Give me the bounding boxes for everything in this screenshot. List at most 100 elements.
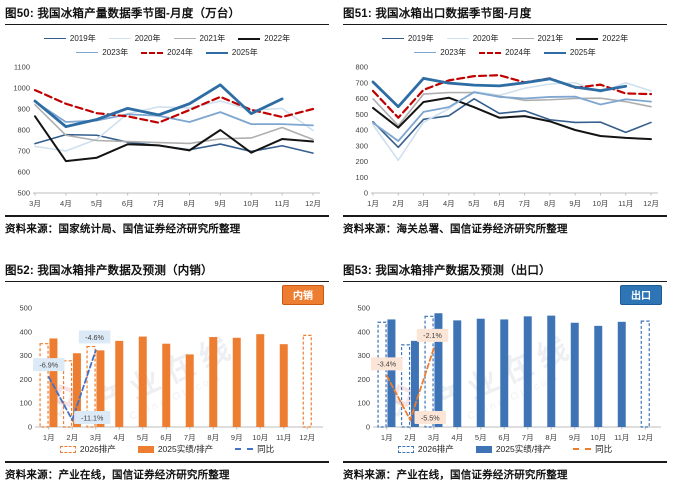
svg-text:3月: 3月 bbox=[29, 199, 41, 208]
dashed-bar-swatch-icon bbox=[397, 445, 414, 453]
legend-label: 2023年 bbox=[440, 48, 467, 57]
line-swatch-icon bbox=[381, 38, 404, 39]
svg-text:-4.6%: -4.6% bbox=[85, 333, 104, 342]
svg-text:7月: 7月 bbox=[519, 199, 531, 208]
legend-label: 2025实绩/排产 bbox=[495, 444, 552, 454]
svg-text:0: 0 bbox=[28, 423, 32, 432]
legend-item: 2020年 bbox=[446, 33, 499, 44]
line-swatch-icon bbox=[543, 51, 566, 54]
svg-text:0: 0 bbox=[366, 423, 370, 432]
figure-50: 图50: 我国冰箱产量数据季节图-月度（万台） 2019年 2020年 2021年 2… bbox=[5, 3, 329, 236]
svg-text:3月: 3月 bbox=[90, 433, 102, 442]
svg-text:9月: 9月 bbox=[569, 199, 581, 208]
svg-text:700: 700 bbox=[355, 78, 368, 87]
line-swatch-icon bbox=[238, 37, 261, 40]
line-swatch-icon bbox=[479, 51, 502, 54]
figure-51-line-chart: 0 100 200 300 400 500 600 700 800 1月 2月 3月 4月 5月 6月 7月 8… bbox=[343, 60, 667, 209]
export-badge: 出口 bbox=[620, 285, 662, 305]
svg-text:300: 300 bbox=[19, 351, 32, 360]
figure-52-body: 内销 产业在线 ChinaIOL.com 0 100 200 300 400 500 1月 2… bbox=[5, 282, 329, 457]
svg-text:8月: 8月 bbox=[207, 433, 219, 442]
svg-text:3月: 3月 bbox=[418, 199, 430, 208]
chart-canvas: 500 600 700 800 900 1000 1100 3月 4月 5月 6月 7月 8月 9月 10月… bbox=[13, 63, 321, 209]
svg-text:10月: 10月 bbox=[252, 433, 268, 442]
svg-text:10月: 10月 bbox=[243, 199, 259, 208]
figure-51-divider bbox=[343, 215, 667, 217]
legend-label: 2026排产 bbox=[417, 444, 454, 454]
svg-text:10月: 10月 bbox=[593, 199, 609, 208]
svg-text:8月: 8月 bbox=[545, 433, 557, 442]
legend-item: 2025实绩/排产 bbox=[475, 443, 552, 455]
figure-53-title: 图53: 我国冰箱排产数据及预测（出口） bbox=[343, 260, 667, 282]
legend-label: 2025年 bbox=[569, 48, 596, 57]
svg-text:1000: 1000 bbox=[13, 84, 30, 93]
figure-50-body: 2019年 2020年 2021年 2022年 2023年 2024年 2025年 500 6… bbox=[5, 25, 329, 208]
svg-text:300: 300 bbox=[357, 351, 370, 360]
svg-text:1月: 1月 bbox=[367, 199, 379, 208]
svg-text:8月: 8月 bbox=[184, 199, 196, 208]
line-swatch-icon bbox=[108, 38, 131, 39]
legend-label: 2021年 bbox=[199, 34, 226, 43]
figure-50-line-chart: 500 600 700 800 900 1000 1100 3月 4月 5月 6月 7月 8月 9月 10月… bbox=[5, 60, 329, 209]
svg-text:800: 800 bbox=[17, 126, 30, 135]
svg-text:600: 600 bbox=[17, 168, 30, 177]
legend-item: 2020年 bbox=[108, 33, 161, 44]
svg-text:400: 400 bbox=[19, 327, 32, 336]
svg-text:11月: 11月 bbox=[274, 199, 289, 208]
legend-label: 2024年 bbox=[505, 48, 531, 57]
line-swatch-icon bbox=[43, 38, 66, 39]
svg-text:700: 700 bbox=[17, 147, 30, 156]
svg-text:9月: 9月 bbox=[214, 199, 226, 208]
svg-text:5月: 5月 bbox=[137, 433, 149, 442]
svg-text:4月: 4月 bbox=[60, 199, 72, 208]
svg-text:500: 500 bbox=[355, 110, 368, 119]
svg-text:3月: 3月 bbox=[428, 433, 440, 442]
figure-51-body: 2019年 2020年 2021年 2022年 2023年 2024年 2025年 0 100… bbox=[343, 25, 667, 208]
figure-53-body: 出口 产业在线 ChinaIOL.com 0 100 200 300 400 500 1月 2… bbox=[343, 282, 667, 457]
legend-item: 2019年 bbox=[381, 33, 434, 44]
legend-label: 2026排产 bbox=[79, 444, 116, 454]
figure-53-bar-chart: 0 100 200 300 400 500 1月 2月 3月 4月 5月 6月 7月 8月 9月 10月 11月… bbox=[343, 284, 667, 442]
svg-text:5月: 5月 bbox=[91, 199, 103, 208]
svg-text:900: 900 bbox=[17, 105, 30, 114]
figure-51: 图51: 我国冰箱出口数据季节图-月度 2019年 2020年 2021年 2022年… bbox=[343, 3, 667, 236]
figure-50-title: 图50: 我国冰箱产量数据季节图-月度（万台） bbox=[5, 3, 329, 25]
svg-text:200: 200 bbox=[19, 375, 32, 384]
figure-50-divider bbox=[5, 215, 329, 217]
figure-51-title: 图51: 我国冰箱出口数据季节图-月度 bbox=[343, 3, 667, 25]
svg-text:-11.1%: -11.1% bbox=[81, 413, 104, 422]
figure-53-source: 资料来源：产业在线，国信证券经济研究所整理 bbox=[343, 469, 568, 481]
svg-text:500: 500 bbox=[357, 304, 370, 313]
legend-item: 2021年 bbox=[511, 33, 563, 44]
legend-label: 2022年 bbox=[602, 34, 629, 43]
svg-text:4月: 4月 bbox=[113, 433, 125, 442]
svg-text:9月: 9月 bbox=[231, 433, 243, 442]
svg-text:400: 400 bbox=[357, 327, 370, 336]
line-swatch-icon bbox=[511, 38, 534, 39]
svg-text:4月: 4月 bbox=[451, 433, 463, 442]
svg-text:4月: 4月 bbox=[443, 199, 455, 208]
svg-text:12月: 12月 bbox=[637, 433, 653, 442]
svg-text:6月: 6月 bbox=[160, 433, 172, 442]
figure-grid: 图50: 我国冰箱产量数据季节图-月度（万台） 2019年 2020年 2021年 2… bbox=[5, 3, 667, 482]
svg-text:2月: 2月 bbox=[66, 433, 78, 442]
svg-text:200: 200 bbox=[357, 375, 370, 384]
svg-text:500: 500 bbox=[19, 304, 32, 313]
legend-item: 同比 bbox=[573, 443, 612, 455]
svg-text:7月: 7月 bbox=[184, 433, 196, 442]
figure-52-legend: 2026排产 2025实绩/排产 同比 bbox=[5, 442, 329, 457]
svg-text:100: 100 bbox=[19, 399, 32, 408]
legend-label: 2022年 bbox=[264, 34, 291, 43]
figure-52-title: 图52: 我国冰箱排产数据及预测（内销） bbox=[5, 260, 329, 282]
legend-item: 2022年 bbox=[576, 33, 628, 44]
svg-text:11月: 11月 bbox=[276, 433, 291, 442]
legend-item: 2021年 bbox=[173, 33, 226, 44]
dashed-line-swatch-icon bbox=[235, 448, 254, 450]
line-swatch-icon bbox=[173, 38, 196, 39]
legend-item: 2026排产 bbox=[397, 443, 454, 455]
svg-text:100: 100 bbox=[355, 173, 368, 182]
svg-text:2月: 2月 bbox=[392, 199, 404, 208]
line-swatch-icon bbox=[141, 51, 164, 54]
dashed-line-swatch-icon bbox=[573, 448, 592, 450]
